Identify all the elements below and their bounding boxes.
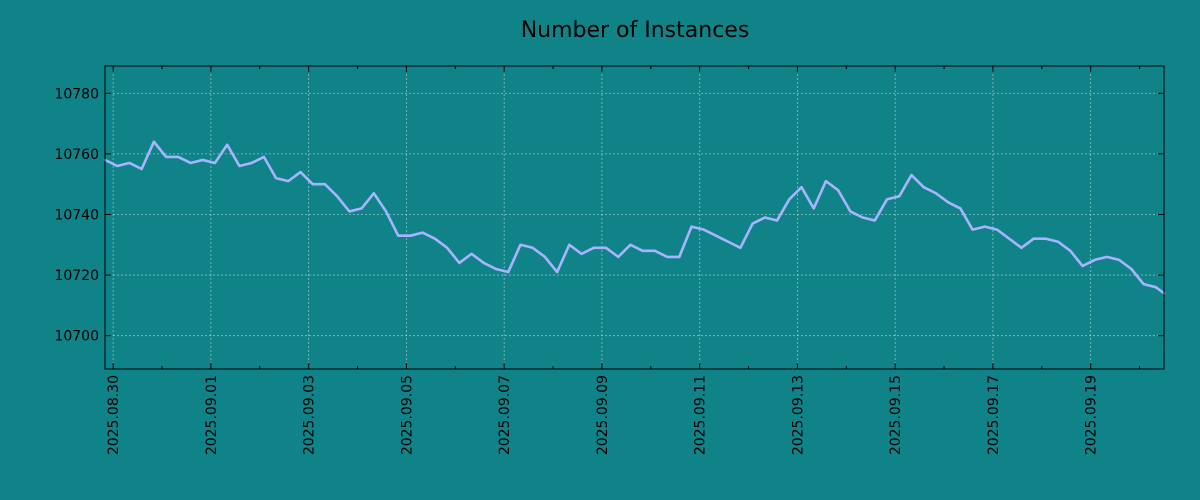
x-tick-label: 2025.09.09 — [595, 375, 611, 455]
y-tick-label: 10760 — [54, 147, 99, 163]
x-tick-label: 2025.09.15 — [888, 375, 904, 455]
series-layer — [103, 140, 1166, 295]
y-tick-label: 10700 — [54, 329, 99, 345]
label-layer: 10700 10720 10740 10760 10780 2025.08.30 2025.… — [54, 86, 1099, 455]
series-line — [103, 140, 1166, 295]
x-tick-label: 2025.09.19 — [1084, 375, 1100, 455]
x-tick-label: 2025.09.03 — [302, 375, 318, 455]
x-tick-label: 2025.09.05 — [399, 375, 415, 455]
x-tick-label: 2025.09.17 — [986, 375, 1002, 455]
x-tick-label: 2025.09.13 — [790, 375, 806, 455]
plot-frame — [104, 65, 1165, 370]
x-tick-label: 2025.09.07 — [497, 375, 513, 455]
chart-title: Number of Instances — [521, 18, 750, 43]
y-tick-label: 10740 — [54, 207, 99, 223]
x-tick-label: 2025.09.11 — [693, 375, 709, 455]
grid-layer — [105, 66, 1164, 369]
y-tick-label: 10720 — [54, 268, 99, 284]
x-tick-label: 2025.08.30 — [106, 375, 122, 455]
y-tick-label: 10780 — [54, 86, 99, 102]
tick-layer — [105, 66, 1164, 369]
x-tick-label: 2025.09.01 — [204, 375, 220, 455]
